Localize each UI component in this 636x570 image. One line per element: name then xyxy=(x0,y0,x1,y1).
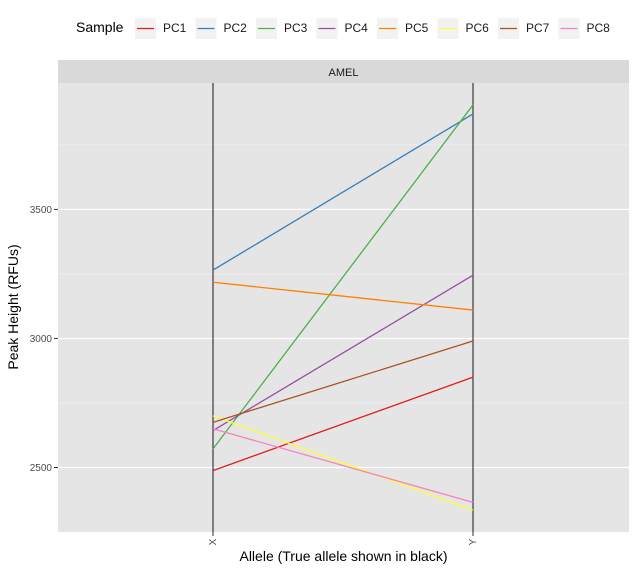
legend-item-pc6: PC6 xyxy=(437,18,490,39)
y-axis-title: Peak Height (RFUs) xyxy=(5,244,21,369)
series-line-pc3 xyxy=(212,104,474,450)
legend-item-pc3: PC3 xyxy=(256,18,308,39)
series-line-pc8 xyxy=(212,428,474,503)
x-axis-title: Allele (True allele shown in black) xyxy=(239,548,447,564)
series-line-pc6 xyxy=(212,415,474,511)
x-tick-label: Y xyxy=(468,538,479,545)
y-tick-label: 3500 xyxy=(30,205,53,216)
facet-strip xyxy=(58,60,629,83)
legend-items: PC1 PC2 PC3 PC4 PC5 PC6 PC7 PC8 xyxy=(135,18,610,39)
legend: Sample PC1 PC2 PC3 PC4 PC5 PC6 PC7 PC8 xyxy=(76,18,610,39)
facet-label: AMEL xyxy=(329,67,359,79)
legend-title: Sample xyxy=(76,19,124,35)
legend-item-pc4: PC4 xyxy=(316,18,369,39)
series-line-pc4 xyxy=(212,274,474,432)
true-allele-lines xyxy=(212,83,474,532)
series-line-pc2 xyxy=(212,113,474,271)
legend-label: PC5 xyxy=(405,21,429,35)
legend-item-pc5: PC5 xyxy=(377,18,429,39)
y-tick-label: 2500 xyxy=(30,463,53,474)
grid-major xyxy=(58,208,629,469)
x-tick-label: X xyxy=(208,538,219,545)
legend-item-pc2: PC2 xyxy=(195,18,248,39)
legend-item-pc1: PC1 xyxy=(135,18,187,39)
legend-label: PC2 xyxy=(224,21,248,35)
legend-label: PC3 xyxy=(284,21,308,35)
legend-label: PC4 xyxy=(345,21,369,35)
series-line-pc7 xyxy=(212,340,474,423)
series-line-pc5 xyxy=(212,281,474,311)
legend-label: PC1 xyxy=(163,21,187,35)
legend-item-pc7: PC7 xyxy=(498,18,550,39)
legend-item-pc8: PC8 xyxy=(558,18,611,39)
grid-minor xyxy=(58,144,629,533)
series-line-pc1 xyxy=(212,376,474,472)
legend-label: PC7 xyxy=(526,21,550,35)
y-axis: 2500 3000 3500 xyxy=(30,205,58,474)
series-lines xyxy=(212,104,474,511)
legend-label: PC6 xyxy=(466,21,490,35)
plot-panel xyxy=(58,83,629,532)
y-tick-label: 3000 xyxy=(30,334,53,345)
legend-label: PC8 xyxy=(587,21,611,35)
